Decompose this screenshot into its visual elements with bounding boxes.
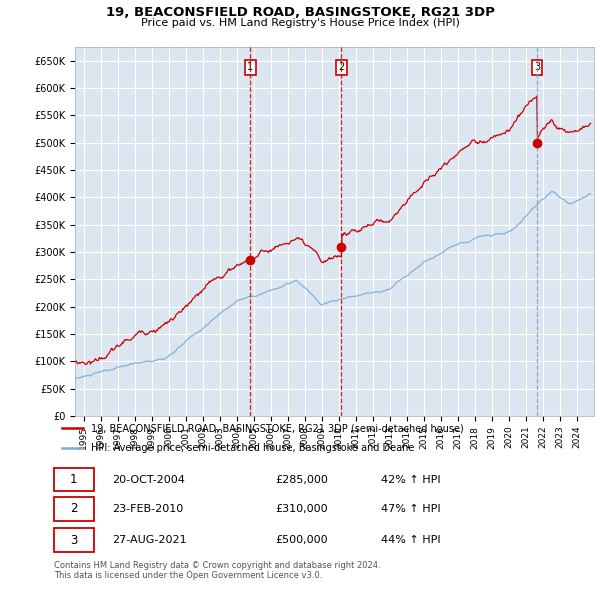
Text: 44% ↑ HPI: 44% ↑ HPI (382, 535, 441, 545)
FancyBboxPatch shape (54, 468, 94, 491)
Text: £285,000: £285,000 (276, 475, 329, 484)
Text: 47% ↑ HPI: 47% ↑ HPI (382, 504, 441, 514)
Text: 3: 3 (534, 63, 540, 73)
Text: This data is licensed under the Open Government Licence v3.0.: This data is licensed under the Open Gov… (54, 571, 322, 580)
FancyBboxPatch shape (54, 497, 94, 520)
Text: 2: 2 (70, 502, 77, 516)
Text: 1: 1 (70, 473, 77, 486)
Text: 3: 3 (70, 533, 77, 546)
Text: Price paid vs. HM Land Registry's House Price Index (HPI): Price paid vs. HM Land Registry's House … (140, 18, 460, 28)
Text: £500,000: £500,000 (276, 535, 328, 545)
Text: HPI: Average price, semi-detached house, Basingstoke and Deane: HPI: Average price, semi-detached house,… (91, 444, 415, 454)
Text: 2: 2 (338, 63, 344, 73)
Text: 27-AUG-2021: 27-AUG-2021 (112, 535, 187, 545)
Text: 42% ↑ HPI: 42% ↑ HPI (382, 475, 441, 484)
Text: 19, BEACONSFIELD ROAD, BASINGSTOKE, RG21 3DP (semi-detached house): 19, BEACONSFIELD ROAD, BASINGSTOKE, RG21… (91, 424, 464, 434)
Text: 19, BEACONSFIELD ROAD, BASINGSTOKE, RG21 3DP: 19, BEACONSFIELD ROAD, BASINGSTOKE, RG21… (106, 6, 494, 19)
FancyBboxPatch shape (54, 529, 94, 552)
Text: 20-OCT-2004: 20-OCT-2004 (112, 475, 185, 484)
Text: 1: 1 (247, 63, 253, 73)
Text: £310,000: £310,000 (276, 504, 328, 514)
Text: 23-FEB-2010: 23-FEB-2010 (112, 504, 184, 514)
Text: Contains HM Land Registry data © Crown copyright and database right 2024.: Contains HM Land Registry data © Crown c… (54, 560, 380, 569)
